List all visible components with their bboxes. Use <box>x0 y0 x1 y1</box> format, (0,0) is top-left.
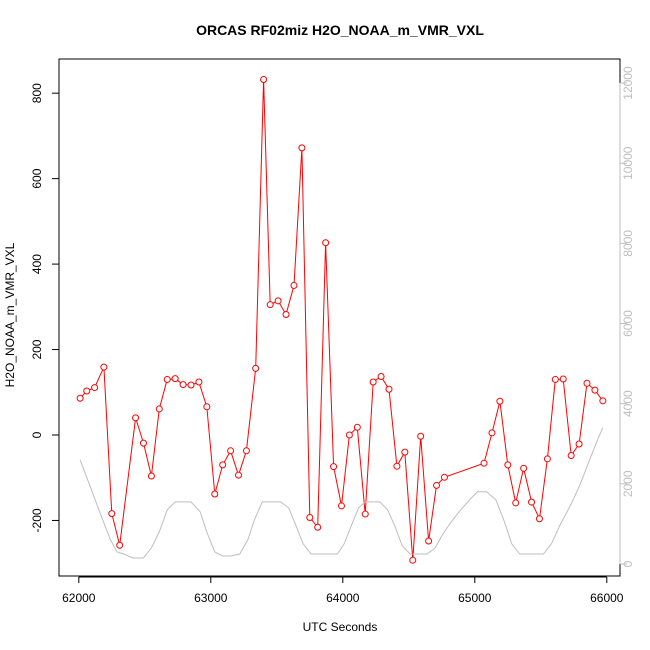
y-tick-label: 400 <box>30 254 44 274</box>
primary-series-line <box>79 79 604 561</box>
data-point <box>266 301 274 309</box>
data-point <box>583 379 591 387</box>
data-point <box>433 481 441 489</box>
data-point <box>496 397 504 405</box>
data-point <box>330 463 338 471</box>
data-point <box>132 414 140 422</box>
data-point <box>83 387 91 395</box>
y2-tick-label: 6000 <box>621 310 635 337</box>
data-point <box>409 556 417 564</box>
data-point <box>171 375 179 383</box>
data-point <box>361 510 369 518</box>
data-point <box>108 510 116 518</box>
data-point <box>203 403 211 411</box>
data-point <box>337 502 345 510</box>
data-point <box>528 498 536 506</box>
data-point <box>211 490 219 498</box>
data-point <box>520 464 528 472</box>
data-point <box>290 281 298 289</box>
y2-tick-label: 4000 <box>621 390 635 417</box>
data-point <box>543 455 551 463</box>
data-point <box>314 523 322 531</box>
data-point <box>567 452 575 460</box>
data-point <box>512 499 520 507</box>
x-tick-label: 62000 <box>62 591 96 605</box>
secondary-series-line <box>79 427 604 559</box>
series-layer <box>76 76 607 564</box>
data-point <box>377 372 385 380</box>
data-point <box>274 297 282 305</box>
data-point <box>187 381 195 389</box>
chart-title: ORCAS RF02miz H2O_NOAA_m_VMR_VXL <box>196 22 484 38</box>
data-point <box>163 375 171 383</box>
x-tick-label: 65000 <box>458 591 492 605</box>
data-point <box>179 381 187 389</box>
data-point <box>306 513 314 521</box>
x-tick-label: 63000 <box>194 591 228 605</box>
x-tick-label: 66000 <box>590 591 624 605</box>
data-point <box>100 363 108 371</box>
data-point <box>139 439 147 447</box>
y2-axis: 0 2000 4000 6000 8000 10000 12000 <box>619 66 635 567</box>
y-axis-label: H2O_NOAA_m_VMR_VXL <box>3 242 17 387</box>
data-point <box>116 541 124 549</box>
y2-tick-label: 12000 <box>621 66 635 100</box>
data-point <box>369 378 377 386</box>
y-tick-label: 600 <box>30 168 44 188</box>
data-point <box>76 394 84 402</box>
data-point <box>535 515 543 523</box>
data-point <box>425 537 433 545</box>
data-point <box>227 447 235 455</box>
y-tick-label: 800 <box>30 83 44 103</box>
y2-tick-label: 10000 <box>621 146 635 180</box>
data-point <box>147 472 155 480</box>
data-point <box>260 76 268 84</box>
data-point <box>235 471 243 479</box>
data-point <box>575 440 583 448</box>
data-point <box>591 386 599 394</box>
data-point <box>599 397 607 405</box>
data-point <box>353 423 361 431</box>
y-tick-label: 200 <box>30 339 44 359</box>
y2-tick-label: 8000 <box>621 230 635 257</box>
x-axis: 62000 63000 64000 65000 66000 <box>62 576 624 605</box>
data-point <box>417 432 425 440</box>
x-axis-label: UTC Seconds <box>303 620 378 634</box>
data-point <box>559 375 567 383</box>
data-point <box>322 239 330 247</box>
data-point <box>219 461 227 469</box>
data-point <box>252 364 260 372</box>
data-point <box>504 461 512 469</box>
data-point <box>242 447 250 455</box>
data-point <box>551 375 559 383</box>
y2-tick-label: 2000 <box>621 470 635 497</box>
data-point <box>480 459 488 467</box>
data-point <box>282 311 290 319</box>
x-tick-label: 64000 <box>326 591 360 605</box>
data-point <box>393 462 401 470</box>
y-tick-label: -200 <box>30 508 44 532</box>
y2-tick-label: 0 <box>621 560 635 567</box>
data-point <box>298 144 306 152</box>
data-point <box>385 385 393 393</box>
data-point <box>91 384 99 392</box>
data-point <box>195 378 203 386</box>
data-point <box>440 473 448 481</box>
y-tick-label: 0 <box>30 431 44 438</box>
data-point <box>488 429 496 437</box>
data-point <box>345 431 353 439</box>
y-axis: -200 0 200 400 600 800 <box>30 83 60 532</box>
data-point <box>155 405 163 413</box>
data-point <box>401 448 409 456</box>
